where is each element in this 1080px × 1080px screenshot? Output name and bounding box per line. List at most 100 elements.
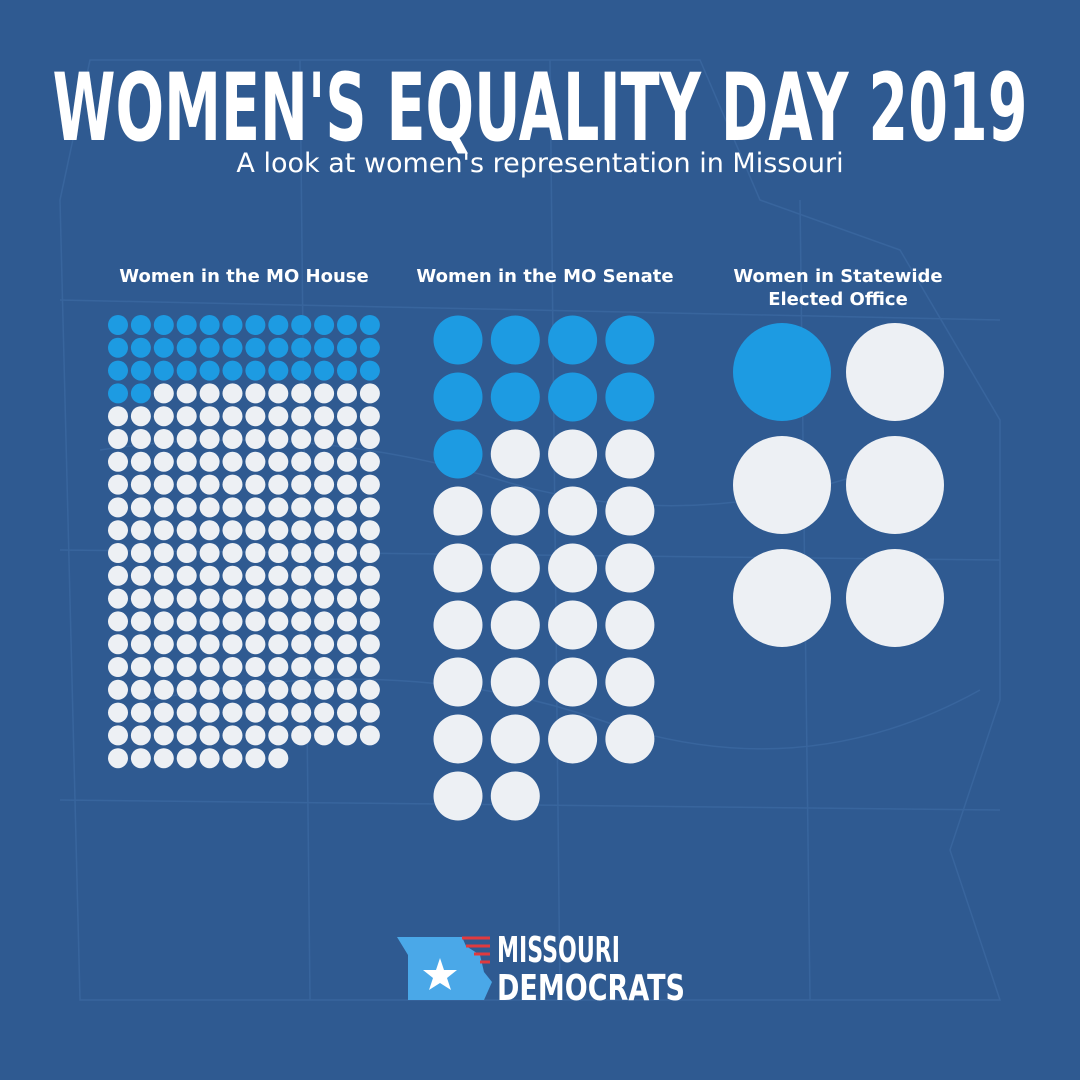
waffle-dot: [314, 360, 335, 381]
waffle-dot: [314, 520, 335, 541]
waffle-dot: [291, 565, 312, 586]
waffle-dot: [153, 451, 174, 472]
waffle-dot: [359, 429, 380, 449]
waffle-dot: [222, 406, 243, 427]
waffle-dot: [176, 520, 197, 541]
waffle-dot: [130, 360, 151, 381]
waffle-dot: [222, 497, 243, 518]
waffle-dot: [548, 372, 598, 422]
waffle-dot: [548, 429, 598, 479]
waffle-dot: [337, 497, 357, 518]
waffle-dot: [359, 360, 380, 381]
waffle-dot: [199, 611, 220, 632]
group-title: Women in the MO House: [119, 266, 369, 287]
waffle-dot: [605, 657, 655, 707]
waffle-dot: [245, 611, 266, 632]
waffle-dot: [222, 634, 243, 655]
waffle-dot: [337, 702, 357, 723]
waffle-dot: [314, 634, 335, 655]
waffle-dot: [199, 383, 220, 404]
waffle-dot: [222, 702, 243, 723]
waffle-dot: [108, 337, 128, 358]
waffle-dot: [199, 520, 220, 541]
waffle-dot: [130, 679, 151, 700]
waffle-dot: [291, 451, 312, 472]
waffle-dot: [846, 323, 944, 421]
waffle-dot: [337, 520, 357, 541]
waffle-dot: [176, 497, 197, 518]
waffle-dot: [176, 679, 197, 700]
waffle-dot: [222, 725, 243, 746]
waffle-dot: [733, 549, 831, 647]
waffle-dot: [433, 543, 483, 593]
waffle-dot: [108, 588, 128, 609]
waffle-dot: [199, 360, 220, 381]
waffle-dot: [245, 725, 266, 746]
waffle-dot: [605, 486, 655, 536]
waffle-dot: [337, 611, 357, 632]
waffle-dot: [108, 634, 128, 655]
waffle-dot: [359, 543, 380, 563]
waffle-dot: [433, 657, 483, 707]
waffle-dot: [268, 315, 289, 335]
waffle-dot: [199, 748, 220, 769]
waffle-dot: [245, 679, 266, 700]
waffle-dot: [268, 383, 289, 404]
waffle-dot: [199, 543, 220, 563]
waffle-dot: [268, 543, 289, 563]
waffle-dot: [433, 315, 483, 365]
waffle-dot: [314, 702, 335, 723]
waffle-dot: [337, 657, 357, 677]
waffle-dot: [176, 360, 197, 381]
waffle-dot: [291, 611, 312, 632]
waffle-dot: [153, 702, 174, 723]
waffle-dot: [359, 315, 380, 335]
waffle-dot: [130, 429, 151, 449]
waffle-dot: [337, 360, 357, 381]
waffle-dot: [199, 315, 220, 335]
waffle-dot: [268, 634, 289, 655]
waffle-dot: [222, 315, 243, 335]
waffle-dot: [433, 429, 483, 479]
waffle-dot: [337, 429, 357, 449]
waffle-dot: [153, 748, 174, 769]
waffle-dot: [359, 702, 380, 723]
waffle-dot: [337, 634, 357, 655]
waffle-dot: [245, 565, 266, 586]
waffle-dot: [268, 611, 289, 632]
waffle-dot: [199, 337, 220, 358]
waffle-dot: [291, 337, 312, 358]
main-title: WOMEN'S EQUALITY DAY 2019: [53, 54, 1028, 163]
waffle-dot: [153, 520, 174, 541]
waffle-dot: [176, 657, 197, 677]
waffle-dot: [130, 520, 151, 541]
waffle-dot: [337, 679, 357, 700]
waffle-dot: [291, 634, 312, 655]
waffle-dot: [291, 679, 312, 700]
waffle-dot: [490, 372, 540, 422]
waffle-dot: [108, 474, 128, 495]
waffle-dot: [433, 714, 483, 764]
waffle-dot: [108, 748, 128, 769]
waffle-dot: [359, 657, 380, 677]
waffle-dot: [245, 429, 266, 449]
waffle-dot: [153, 383, 174, 404]
waffle-dot: [130, 725, 151, 746]
waffle-dot: [245, 383, 266, 404]
waffle-dot: [108, 497, 128, 518]
waffle-dot: [222, 451, 243, 472]
waffle-dot: [222, 565, 243, 586]
waffle-dot: [548, 714, 598, 764]
waffle-dot: [291, 543, 312, 563]
subtitle: A look at women's representation in Miss…: [236, 148, 843, 179]
waffle-dot: [245, 634, 266, 655]
waffle-dot: [199, 565, 220, 586]
waffle-dot: [245, 360, 266, 381]
waffle-dot: [359, 474, 380, 495]
waffle-dot: [291, 497, 312, 518]
waffle-dot: [108, 520, 128, 541]
waffle-dot: [605, 543, 655, 593]
waffle-dot: [268, 474, 289, 495]
waffle-dot: [108, 383, 128, 404]
